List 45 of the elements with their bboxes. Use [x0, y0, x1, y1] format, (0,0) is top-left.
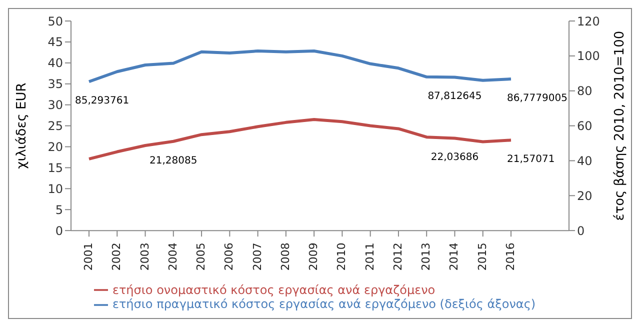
x-tick-label: 2014: [448, 242, 461, 271]
x-tick-label: 2002: [110, 242, 124, 271]
x-tick-label: 2007: [250, 242, 264, 271]
y-tick-label: 15: [48, 160, 63, 175]
x-tick-label: 2006: [222, 242, 236, 271]
y-tick-label: 20: [48, 140, 63, 154]
x-tick-label: 2012: [391, 242, 404, 271]
y2-tick-label: 60: [577, 119, 592, 134]
x-tick-label: 2001: [82, 242, 96, 271]
x-tick-label: 2005: [194, 242, 208, 271]
data-label: 22,03686: [430, 152, 479, 164]
y-tick-label: 45: [48, 35, 63, 50]
y-tick-label: 5: [55, 202, 63, 217]
x-tick-label: 2011: [363, 242, 376, 271]
y-tick-label: 35: [48, 77, 63, 92]
data-label: 21,28085: [150, 155, 198, 166]
data-label: 87,812645: [428, 91, 482, 102]
y2-tick-label: 20: [577, 188, 592, 203]
data-label: 85,293761: [75, 96, 130, 107]
legend-label: ετήσιο πραγματικό κόστος εργασίας ανά εργαζόμενο (δεξιός άξονας): [112, 297, 536, 312]
x-tick-label: 2003: [138, 242, 152, 271]
y2-tick-label: 0: [577, 224, 585, 238]
y2-axis-title: έτος βάσης 2010, 2010=100: [612, 30, 628, 221]
x-tick-label: 2008: [278, 242, 292, 271]
y-tick-label: 25: [48, 119, 63, 134]
y-tick-label: 30: [48, 98, 63, 112]
y2-tick-label: 100: [577, 49, 600, 64]
y-axis-title: χιλιάδες EUR: [14, 82, 30, 169]
x-tick-label: 2004: [166, 242, 180, 271]
x-tick-label: 2016: [504, 242, 518, 271]
y-tick-label: 40: [48, 56, 63, 70]
x-tick-label: 2013: [420, 242, 433, 271]
x-tick-label: 2015: [476, 242, 489, 271]
y-tick-label: 10: [48, 182, 63, 196]
legend-label: ετήσιο ονομαστικό κόστος εργασίας ανά εργαζόμενο: [112, 282, 436, 297]
data-label: 21,57071: [507, 154, 555, 166]
x-tick-label: 2009: [307, 242, 320, 271]
y2-tick-label: 120: [577, 14, 600, 28]
y2-tick-label: 40: [577, 154, 592, 168]
y2-tick-label: 80: [577, 84, 592, 98]
y-tick-label: 50: [48, 14, 63, 28]
y-tick-label: 0: [55, 224, 63, 238]
data-label: 86,7779005: [507, 93, 568, 104]
x-tick-label: 2010: [335, 242, 348, 271]
line-series: [88, 50, 512, 84]
